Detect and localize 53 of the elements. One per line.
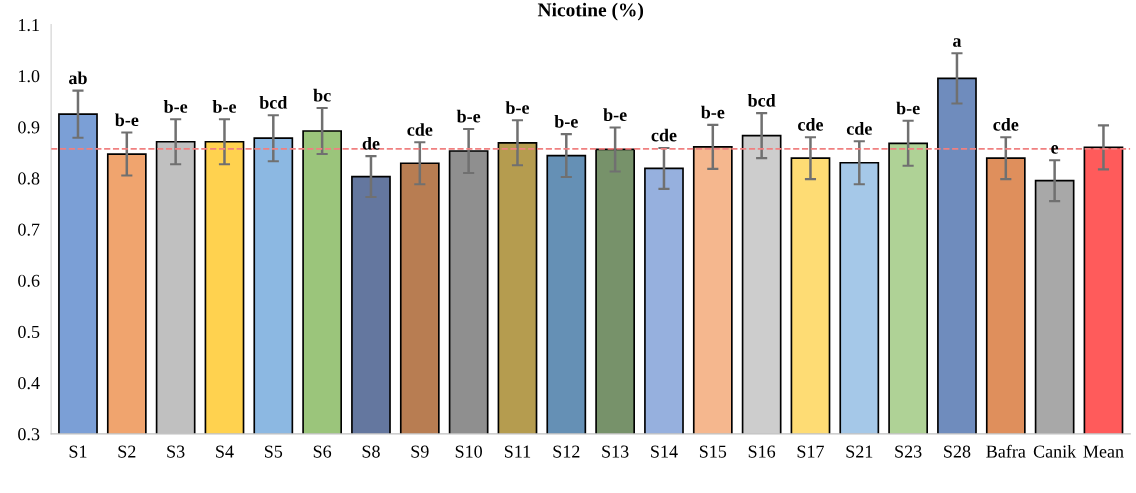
annotation: b-e	[554, 114, 578, 128]
x-tick-label: S3	[167, 445, 185, 458]
annotation: ab	[69, 71, 87, 85]
annotation: b-e	[896, 101, 920, 115]
x-tick-label: S28	[944, 445, 971, 458]
x-tick-label: S12	[553, 445, 580, 458]
annotation: de	[362, 136, 380, 150]
x-tick-label: Mean	[1083, 445, 1124, 458]
annotation: a	[953, 38, 962, 47]
y-tick-label: 0.5	[18, 325, 40, 339]
x-tick-label: Canik	[1033, 444, 1077, 458]
y-tick-label: 0.6	[18, 274, 40, 287]
y-tick-label: 0.4	[18, 376, 40, 390]
x-tick-label: Bafra	[986, 444, 1026, 458]
x-tick-label: S17	[797, 445, 824, 458]
annotation: b-e	[505, 101, 530, 114]
annotation: e	[1051, 145, 1059, 154]
x-tick-label: S10	[455, 445, 482, 458]
x-tick-label: S6	[313, 445, 332, 458]
y-tick-label: 0.7	[18, 223, 40, 236]
annotation: bcd	[259, 96, 288, 109]
x-tick-label: S15	[699, 445, 727, 458]
y-tick-label: 0.9	[18, 121, 40, 134]
y-tick-label: 1.1	[19, 18, 39, 32]
y-tick-label: 0.8	[18, 172, 40, 185]
annotation: bcd	[747, 93, 776, 107]
annotation: b-e	[115, 113, 139, 127]
annotation: b-e	[701, 105, 725, 119]
annotation: b-e	[603, 108, 627, 122]
annotation: bc	[313, 88, 331, 102]
x-tick-label: S5	[264, 445, 283, 458]
annotation: cde	[407, 123, 433, 136]
x-tick-label: S16	[748, 445, 776, 458]
x-tick-label: S13	[602, 445, 629, 458]
x-tick-label: S8	[362, 445, 380, 458]
x-tick-label: S21	[846, 445, 873, 458]
annotation: cde	[993, 118, 1019, 131]
annotation: cde	[651, 128, 677, 142]
annotation: b-e	[163, 100, 188, 113]
x-tick-label: S9	[411, 445, 429, 458]
y-tick-label: 1.0	[19, 70, 40, 83]
x-tick-label: S2	[118, 445, 136, 458]
y-tick-label: 0.3	[18, 428, 40, 441]
annotation: cde	[846, 122, 872, 135]
x-tick-label: S1	[69, 445, 87, 458]
x-tick-label: S14	[651, 445, 678, 458]
chart-title: Nicotine (%)	[537, 2, 644, 21]
annotation: cde	[798, 118, 824, 131]
x-tick-label: S4	[216, 445, 234, 458]
x-tick-label: S11	[504, 445, 531, 458]
x-tick-label: S23	[895, 445, 922, 458]
annotation: b-e	[212, 100, 237, 113]
annotation: b-e	[456, 109, 481, 123]
